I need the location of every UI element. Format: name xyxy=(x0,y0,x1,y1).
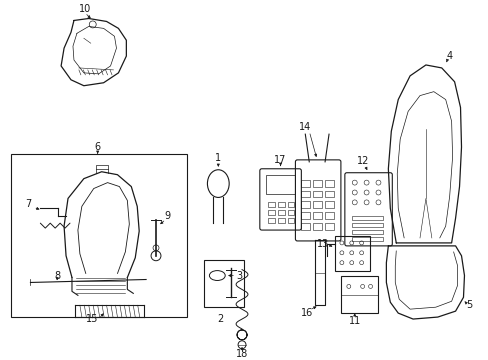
Bar xyxy=(301,190,309,197)
Bar xyxy=(325,190,333,197)
Bar xyxy=(287,202,294,207)
Bar xyxy=(277,218,284,223)
Bar xyxy=(351,223,383,227)
Text: 16: 16 xyxy=(301,308,313,318)
Text: 7: 7 xyxy=(25,199,32,210)
Bar xyxy=(301,223,309,230)
Text: 15: 15 xyxy=(85,314,98,324)
Text: 4: 4 xyxy=(446,51,452,61)
Text: 9: 9 xyxy=(164,211,171,221)
Text: 11: 11 xyxy=(348,316,360,326)
Bar xyxy=(340,275,378,313)
Text: 2: 2 xyxy=(217,314,223,324)
Text: 18: 18 xyxy=(235,348,247,359)
Bar xyxy=(313,223,322,230)
Text: 13: 13 xyxy=(316,239,328,249)
Bar xyxy=(267,218,274,223)
Bar xyxy=(351,237,383,241)
Text: 3: 3 xyxy=(236,271,242,280)
Bar xyxy=(267,210,274,215)
Bar xyxy=(313,180,322,186)
Text: 1: 1 xyxy=(215,153,221,163)
Bar xyxy=(287,210,294,215)
Text: 12: 12 xyxy=(356,156,368,166)
Bar xyxy=(325,223,333,230)
Bar xyxy=(334,236,369,271)
Bar xyxy=(313,201,322,208)
Bar xyxy=(301,201,309,208)
Text: 8: 8 xyxy=(54,271,60,280)
Bar xyxy=(204,260,244,307)
Bar xyxy=(277,210,284,215)
Bar xyxy=(277,202,284,207)
Bar xyxy=(313,212,322,219)
Bar xyxy=(287,218,294,223)
Bar xyxy=(301,180,309,186)
Bar xyxy=(313,190,322,197)
Bar xyxy=(267,202,274,207)
Text: 10: 10 xyxy=(79,4,91,14)
Bar xyxy=(301,212,309,219)
Bar xyxy=(351,230,383,234)
Bar xyxy=(265,175,295,194)
Text: 6: 6 xyxy=(94,142,101,152)
Bar xyxy=(325,201,333,208)
Bar xyxy=(325,212,333,219)
Text: 17: 17 xyxy=(274,155,286,165)
Bar xyxy=(11,154,186,317)
Text: 5: 5 xyxy=(466,300,471,310)
Bar xyxy=(325,180,333,186)
Bar xyxy=(351,216,383,220)
Text: 14: 14 xyxy=(299,122,311,132)
